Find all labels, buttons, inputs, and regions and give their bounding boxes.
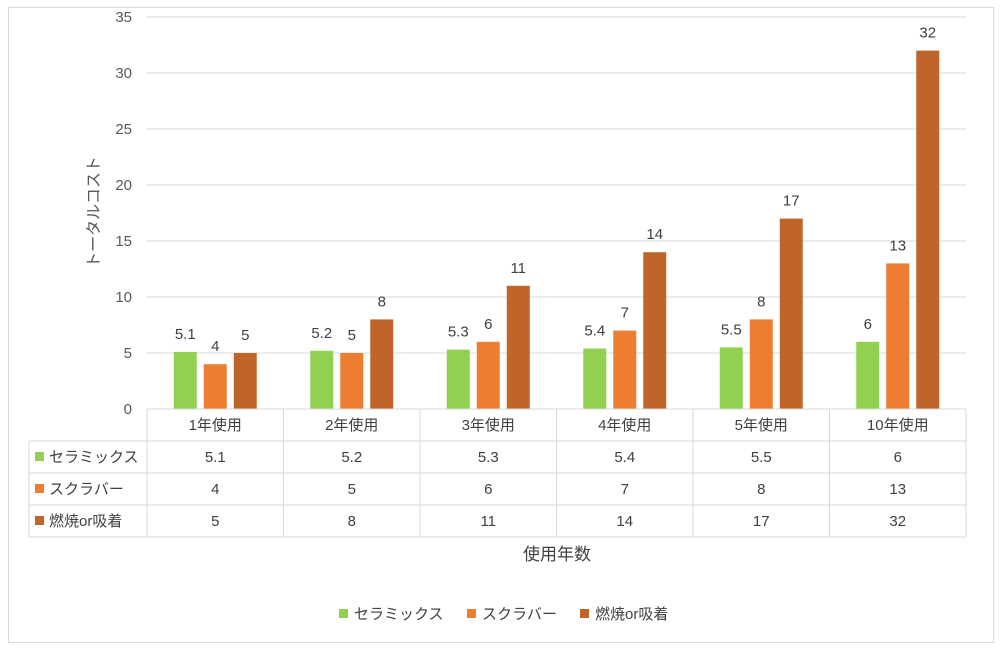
y-tick-label: 5 bbox=[124, 345, 132, 362]
legend-swatch bbox=[580, 609, 589, 618]
data-label: 5.5 bbox=[721, 321, 742, 338]
gridlines bbox=[147, 16, 966, 410]
bar bbox=[749, 319, 773, 409]
table-cell: 32 bbox=[889, 513, 906, 530]
data-label: 11 bbox=[510, 260, 526, 277]
data-label: 32 bbox=[919, 25, 936, 42]
series-row-label: スクラバー bbox=[49, 481, 124, 498]
legend-swatch bbox=[339, 609, 348, 618]
series-row-label: 燃焼or吸着 bbox=[49, 512, 122, 530]
category-label: 2年使用 bbox=[325, 417, 378, 434]
data-label: 5 bbox=[348, 327, 356, 344]
bar bbox=[613, 330, 637, 409]
bar bbox=[643, 252, 667, 409]
bar bbox=[506, 285, 530, 409]
table-cell: 4 bbox=[211, 481, 219, 498]
table-cell: 17 bbox=[753, 513, 770, 530]
data-label: 5.4 bbox=[584, 323, 605, 340]
series-key-swatch bbox=[35, 516, 44, 525]
category-label: 5年使用 bbox=[735, 417, 788, 434]
table-cell: 5.2 bbox=[341, 449, 362, 466]
y-axis-title: トータルコスト bbox=[85, 156, 103, 268]
table-cell: 5.3 bbox=[478, 449, 499, 466]
legend-label: スクラバー bbox=[482, 606, 557, 623]
bar bbox=[233, 353, 257, 409]
y-tick-label: 0 bbox=[124, 401, 132, 418]
bar bbox=[173, 351, 197, 409]
data-label: 8 bbox=[378, 293, 386, 310]
data-label: 4 bbox=[211, 338, 219, 355]
legend-label: 燃焼or吸着 bbox=[595, 605, 668, 623]
bar bbox=[310, 350, 334, 409]
table-cell: 5 bbox=[211, 513, 219, 530]
series-key-swatch bbox=[35, 484, 44, 493]
y-tick-label: 15 bbox=[115, 233, 132, 250]
data-label: 13 bbox=[889, 237, 906, 254]
legend-label: セラミックス bbox=[354, 606, 444, 623]
table-cell: 5.1 bbox=[205, 449, 226, 466]
data-label: 17 bbox=[783, 193, 800, 210]
table-cell: 6 bbox=[484, 481, 492, 498]
data-labels: 5.1 4 5 5.2 5 8 5.3 6 11 5.4 7 14 5.5 8 17 6 13 32 bbox=[175, 25, 936, 356]
table-cell: 5.4 bbox=[614, 449, 635, 466]
bar bbox=[340, 353, 364, 409]
data-label: 5.1 bbox=[175, 326, 196, 343]
table-cell: 8 bbox=[757, 481, 765, 498]
bar bbox=[446, 349, 470, 409]
bar bbox=[886, 263, 910, 409]
legend: セラミックス スクラバー 燃焼or吸着 bbox=[339, 605, 668, 623]
legend-swatch bbox=[467, 609, 476, 618]
bar bbox=[916, 50, 940, 409]
data-label: 6 bbox=[484, 316, 492, 333]
y-axis-ticks: 0 5 10 15 20 25 30 35 bbox=[115, 9, 132, 418]
bars bbox=[173, 50, 940, 409]
table-cell: 13 bbox=[889, 481, 906, 498]
table-cell: 8 bbox=[348, 513, 356, 530]
table-cell: 5 bbox=[348, 481, 356, 498]
bar bbox=[583, 348, 607, 409]
data-label: 5 bbox=[241, 327, 249, 344]
table-cell: 11 bbox=[480, 513, 496, 530]
y-tick-label: 20 bbox=[115, 177, 132, 194]
table-cell: 6 bbox=[894, 449, 902, 466]
series-row-label: セラミックス bbox=[49, 449, 139, 466]
data-label: 5.2 bbox=[311, 325, 332, 342]
data-label: 6 bbox=[864, 316, 872, 333]
category-label: 3年使用 bbox=[462, 417, 515, 434]
category-label: 10年使用 bbox=[867, 417, 929, 434]
category-label: 1年使用 bbox=[189, 417, 242, 434]
category-label: 4年使用 bbox=[598, 417, 651, 434]
y-tick-label: 35 bbox=[115, 9, 132, 26]
bar bbox=[370, 319, 394, 409]
y-tick-label: 25 bbox=[115, 121, 132, 138]
data-label: 7 bbox=[621, 305, 629, 322]
series-key-swatch bbox=[35, 452, 44, 461]
table-cell: 5.5 bbox=[751, 449, 772, 466]
y-tick-label: 10 bbox=[115, 289, 132, 306]
bar bbox=[203, 364, 227, 409]
table-cell: 14 bbox=[616, 513, 633, 530]
bar bbox=[719, 347, 743, 409]
x-axis-title: 使用年数 bbox=[523, 544, 591, 564]
data-label: 14 bbox=[646, 226, 663, 243]
bar bbox=[856, 341, 880, 409]
data-label: 5.3 bbox=[448, 324, 469, 341]
data-label: 8 bbox=[757, 293, 765, 310]
table-cell: 7 bbox=[621, 481, 629, 498]
bar bbox=[779, 218, 803, 409]
y-tick-label: 30 bbox=[115, 65, 132, 82]
bar bbox=[476, 341, 500, 409]
